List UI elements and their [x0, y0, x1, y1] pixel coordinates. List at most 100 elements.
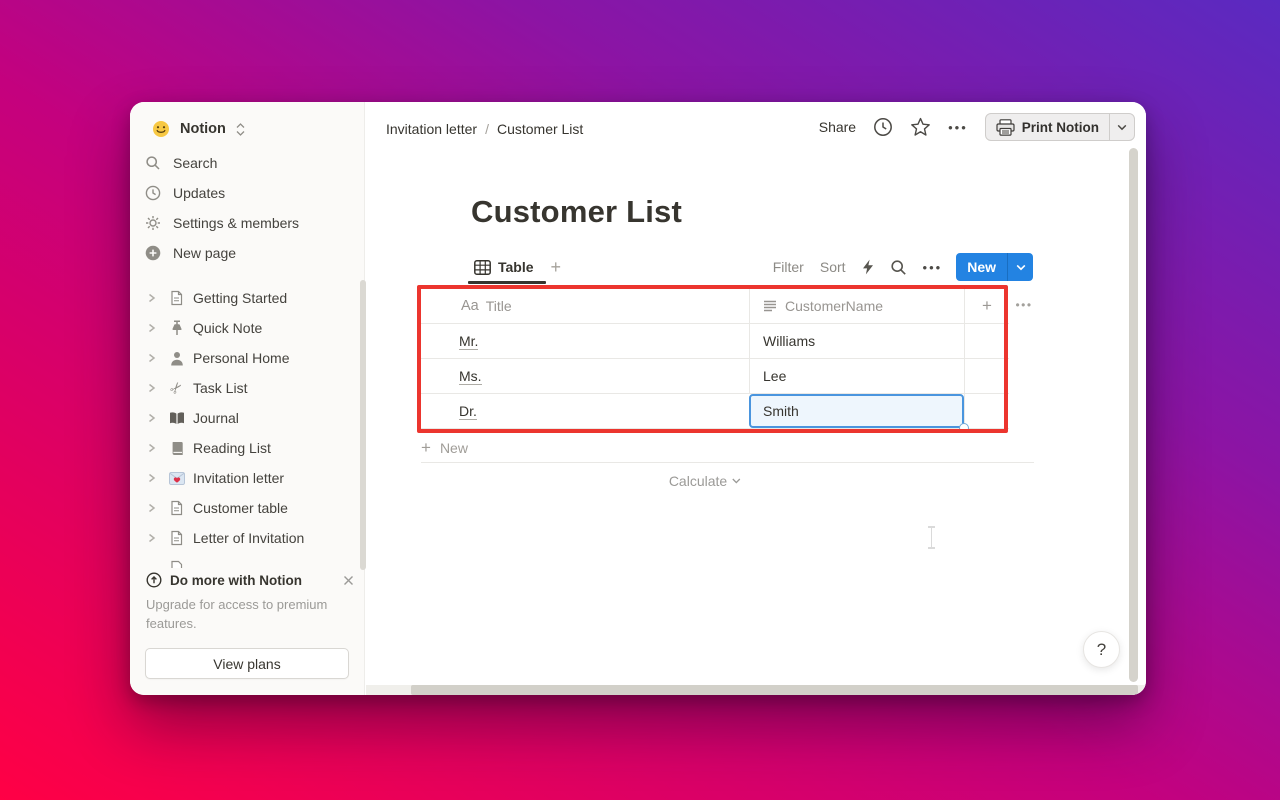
new-button[interactable]: New	[956, 253, 1033, 281]
print-notion-label: Print Notion	[1021, 119, 1099, 135]
share-button[interactable]: Share	[818, 119, 857, 135]
favorite-star-icon[interactable]	[910, 117, 931, 137]
sidebar-page-invitation-letter[interactable]: Invitation letter	[130, 463, 364, 493]
close-icon[interactable]	[343, 575, 354, 586]
workspace-switch-icon	[236, 122, 245, 136]
sidebar-page-label: Letter of Invitation	[193, 530, 305, 546]
column-header-title-label: Title	[485, 297, 512, 314]
sort-button[interactable]: Sort	[819, 259, 846, 275]
search-view-icon[interactable]	[890, 259, 907, 276]
sidebar-page-personal-home[interactable]: Personal Home	[130, 343, 364, 373]
table-view-icon	[474, 259, 491, 275]
workspace-switcher[interactable]: Notion	[136, 114, 358, 144]
document-icon	[168, 530, 185, 546]
main-content: Invitation letter / Customer List Share …	[366, 102, 1146, 695]
selection-handle[interactable]	[959, 423, 969, 433]
help-button[interactable]: ?	[1083, 631, 1120, 668]
view-options-icon[interactable]: •••	[922, 259, 943, 275]
sidebar-page-customer-table[interactable]: Customer table	[130, 493, 364, 523]
sidebar-page-quick-note[interactable]: Quick Note	[130, 313, 364, 343]
sidebar-page-task-list[interactable]: ✂ Task List	[130, 373, 364, 403]
sidebar-item-label: Settings & members	[173, 215, 300, 231]
sidebar-item-label: Search	[173, 155, 218, 171]
lightning-icon[interactable]	[862, 259, 874, 275]
chevron-right-icon	[143, 503, 160, 513]
table-options-icon[interactable]: •••	[1015, 298, 1033, 312]
sidebar-page-letter-of-invitation[interactable]: Letter of Invitation	[130, 523, 364, 553]
table-cell-empty[interactable]	[964, 324, 1009, 358]
new-dropdown-chevron-icon[interactable]	[1007, 253, 1033, 281]
table-cell-title[interactable]: Ms.	[459, 367, 482, 385]
love-letter-icon	[168, 471, 185, 485]
active-tab-underline	[468, 281, 546, 284]
pin-icon	[168, 320, 185, 336]
page-title: Customer List	[471, 194, 683, 229]
print-notion-button[interactable]: Print Notion	[984, 113, 1135, 141]
title-property-icon: Aa	[461, 297, 479, 314]
calculate-button[interactable]: Calculate	[669, 473, 741, 489]
sidebar-page-reading-list[interactable]: Reading List	[130, 433, 364, 463]
sidebar-page-label: Invitation letter	[193, 470, 285, 486]
sidebar-page-partial[interactable]	[130, 553, 364, 568]
text-cursor-icon	[927, 526, 936, 549]
printer-icon	[996, 118, 1015, 136]
book-icon	[168, 441, 185, 456]
sidebar-item-label: New page	[173, 245, 237, 261]
sidebar-page-label: Customer table	[193, 500, 288, 516]
sidebar-item-settings[interactable]: Settings & members	[130, 208, 364, 238]
table-cell-empty[interactable]	[964, 359, 1009, 393]
add-column-button[interactable]: +	[964, 288, 1009, 323]
sidebar-page-label: Quick Note	[193, 320, 263, 336]
filter-button[interactable]: Filter	[772, 259, 804, 275]
selected-cell[interactable]: Smith	[749, 394, 969, 433]
sidebar-item-search[interactable]: Search	[130, 148, 364, 178]
sidebar-page-journal[interactable]: Journal	[130, 403, 364, 433]
scissors-icon: ✂	[165, 377, 188, 399]
table-cell-customer[interactable]: Williams	[749, 324, 964, 358]
sidebar: Notion Search Updates	[130, 102, 366, 695]
chevron-right-icon	[143, 323, 160, 333]
gear-icon	[144, 215, 162, 231]
updates-clock-icon[interactable]	[873, 117, 893, 137]
breadcrumb-parent[interactable]: Invitation letter	[386, 121, 478, 137]
upgrade-banner: Do more with Notion Upgrade for access t…	[146, 572, 354, 633]
breadcrumb-current[interactable]: Customer List	[496, 121, 584, 137]
document-icon	[168, 290, 185, 306]
sidebar-item-updates[interactable]: Updates	[130, 178, 364, 208]
topbar-actions: Share ••• Print Notion	[819, 113, 1135, 141]
sidebar-item-new-page[interactable]: New page	[130, 238, 364, 268]
new-row-button[interactable]: + New	[421, 434, 468, 462]
add-view-icon[interactable]: +	[550, 257, 562, 277]
upgrade-title: Do more with Notion	[170, 572, 302, 588]
sidebar-menu: Search Updates Settings & members	[130, 148, 364, 268]
vertical-scrollbar[interactable]	[1129, 148, 1138, 682]
tab-table[interactable]: Table	[474, 259, 534, 275]
table-cell-customer[interactable]: Lee	[749, 359, 964, 393]
table-cell-empty[interactable]	[964, 394, 1009, 428]
table-cell-title[interactable]: Dr.	[459, 402, 477, 420]
breadcrumb: Invitation letter / Customer List	[386, 115, 583, 143]
chevron-down-icon	[732, 478, 741, 484]
sidebar-scrollbar[interactable]	[360, 280, 366, 570]
column-header-title[interactable]: Aa Title	[421, 288, 749, 323]
breadcrumb-separator: /	[485, 121, 489, 137]
table-bottom-divider	[421, 462, 1034, 463]
more-options-icon[interactable]: •••	[948, 119, 968, 135]
column-header-customername[interactable]: CustomerName	[749, 288, 964, 323]
sidebar-page-label: Getting Started	[193, 290, 288, 306]
sidebar-pages: Getting Started Quick Note Personal Home…	[130, 283, 364, 568]
table-cell-title[interactable]: Mr.	[459, 332, 479, 350]
chevron-right-icon	[143, 473, 160, 483]
database-table: Aa Title CustomerName + Mr. Williams	[421, 288, 1009, 433]
horizontal-scrollbar-thumb[interactable]	[411, 685, 1138, 695]
table-header-row: Aa Title CustomerName +	[421, 288, 1009, 324]
table-row: Ms. Lee	[421, 359, 1009, 394]
sidebar-page-getting-started[interactable]: Getting Started	[130, 283, 364, 313]
workspace-smiley-icon	[152, 120, 170, 138]
print-dropdown-chevron-icon[interactable]	[1109, 114, 1134, 140]
person-icon	[168, 351, 185, 366]
view-plans-button[interactable]: View plans	[145, 648, 349, 679]
upgrade-arrow-icon	[146, 572, 162, 588]
chevron-right-icon	[143, 443, 160, 453]
sidebar-page-label: Reading List	[193, 440, 271, 456]
